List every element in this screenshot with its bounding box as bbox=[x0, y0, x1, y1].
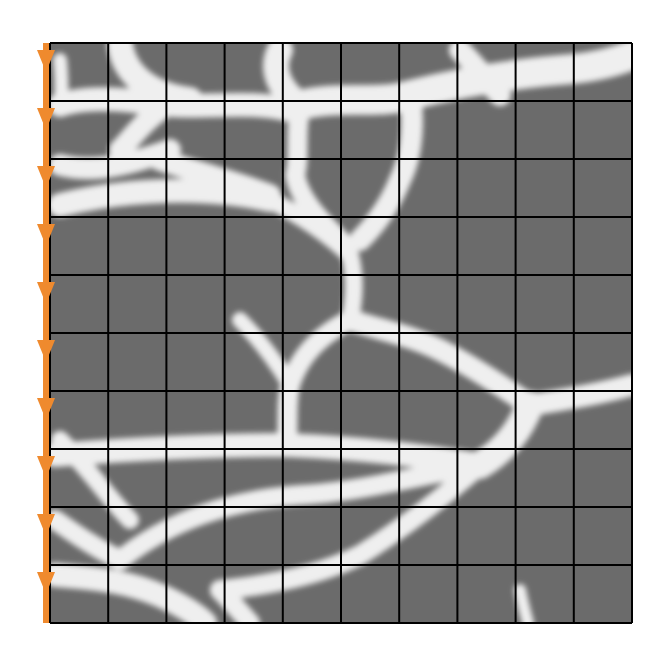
strut bbox=[339, 309, 632, 416]
strut bbox=[109, 99, 171, 161]
down-arrow-icon bbox=[37, 108, 55, 130]
strut bbox=[232, 312, 298, 393]
strut bbox=[210, 580, 260, 623]
down-arrow-icon bbox=[37, 572, 55, 594]
boundary-condition bbox=[37, 43, 55, 623]
down-arrow-icon bbox=[37, 340, 55, 362]
down-arrow-icon bbox=[37, 166, 55, 188]
strut bbox=[514, 584, 534, 623]
strut bbox=[149, 149, 281, 206]
down-arrow-icon bbox=[37, 224, 55, 246]
down-arrow-icon bbox=[37, 398, 55, 420]
down-arrow-icon bbox=[37, 456, 55, 478]
strut bbox=[50, 563, 217, 623]
strut bbox=[50, 87, 302, 122]
down-arrow-icon bbox=[37, 282, 55, 304]
strut bbox=[210, 455, 490, 600]
strut bbox=[449, 43, 511, 106]
strut bbox=[261, 191, 363, 329]
down-arrow-icon bbox=[37, 50, 55, 72]
mesh-grid bbox=[49, 42, 633, 624]
down-arrow-icon bbox=[37, 514, 55, 536]
strut bbox=[53, 53, 69, 117]
strut bbox=[50, 433, 492, 477]
